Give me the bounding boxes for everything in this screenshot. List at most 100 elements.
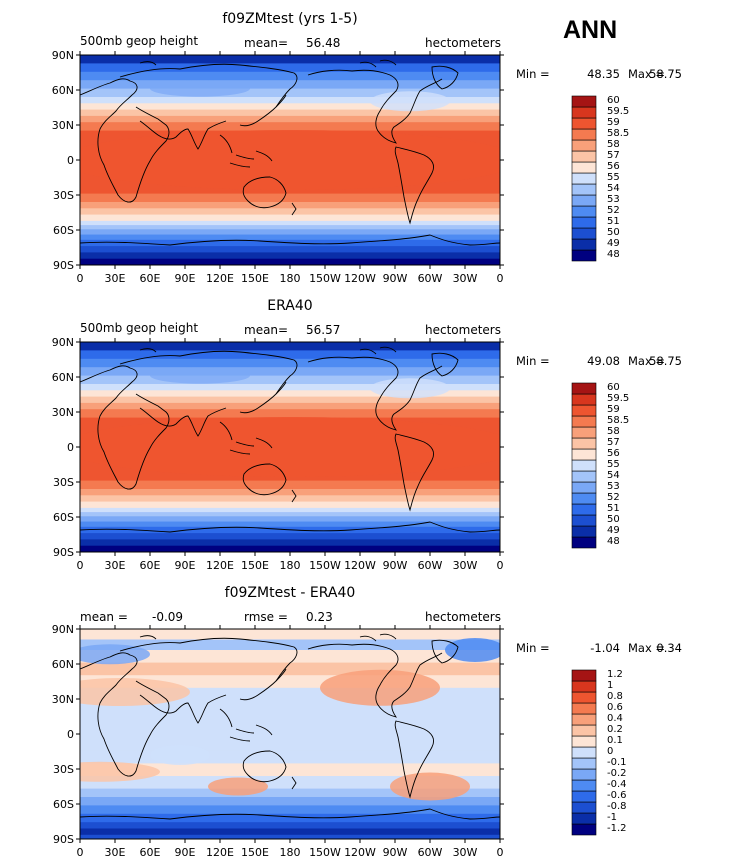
contour-band: [80, 71, 500, 81]
max-label: Max =: [628, 354, 665, 368]
colorbar-swatch: [571, 757, 597, 770]
x-tick-label: 120W: [344, 272, 376, 285]
contour-band: [80, 103, 500, 111]
colorbar-swatch: [571, 393, 597, 406]
colorbar-label: 54: [607, 183, 620, 194]
x-tick-label: 90E: [175, 272, 196, 285]
colorbar-label: 59: [607, 404, 620, 415]
colorbar-label: -0.2: [607, 768, 627, 779]
x-tick-label: 90E: [175, 846, 196, 859]
y-tick-label: 30N: [52, 693, 74, 706]
colorbar-swatch: [571, 779, 597, 792]
panel-title: f09ZMtest - ERA40: [225, 585, 356, 601]
x-tick-label: 90W: [383, 559, 408, 572]
x-tick-label: 60E: [140, 559, 161, 572]
colorbar-swatch: [571, 150, 597, 163]
contour-band: [80, 55, 500, 64]
colorbar-label: 49: [607, 238, 620, 249]
contour-band: [80, 402, 500, 410]
contour-band: [80, 396, 500, 404]
colorbar-swatch: [571, 746, 597, 759]
colorbar-swatch: [571, 735, 597, 748]
y-tick-label: 60S: [53, 224, 74, 237]
x-tick-label: 90W: [383, 846, 408, 859]
header-left-value: -0.09: [152, 610, 183, 624]
colorbar-swatch: [571, 724, 597, 737]
y-tick-label: 30S: [53, 476, 74, 489]
y-tick-label: 30N: [52, 406, 74, 419]
contour-band: [80, 375, 500, 385]
y-tick-label: 0: [67, 154, 74, 167]
contour-band: [80, 342, 500, 351]
contour-band: [80, 480, 500, 490]
colorbar-label: 52: [607, 205, 620, 216]
colorbar-label: 0: [607, 746, 613, 757]
max-value: 58.75: [649, 354, 682, 368]
contour-band: [80, 704, 500, 752]
anomaly-blob: [445, 638, 500, 662]
y-tick-label: 90N: [52, 623, 74, 636]
tropical-max: [80, 130, 500, 190]
map-field: [80, 629, 500, 839]
x-tick-label: 0: [497, 559, 504, 572]
y-tick-label: 90N: [52, 336, 74, 349]
colorbar-label: 54: [607, 470, 620, 481]
colorbar-label: 48: [607, 249, 620, 260]
y-tick-label: 90S: [53, 259, 74, 272]
x-tick-label: 30W: [453, 846, 478, 859]
y-tick-label: 0: [67, 728, 74, 741]
x-tick-label: 120E: [206, 846, 234, 859]
contour-band: [80, 834, 500, 839]
contour-band: [80, 234, 500, 241]
colorbar-label: 51: [607, 503, 620, 514]
x-tick-label: 60E: [140, 846, 161, 859]
colorbar-label: 50: [607, 514, 620, 525]
x-tick-label: 120E: [206, 559, 234, 572]
colorbar-label: -0.6: [607, 790, 627, 801]
colorbar-swatch: [571, 106, 597, 119]
contour-band: [80, 763, 500, 777]
y-tick-label: 60S: [53, 798, 74, 811]
x-tick-label: 150W: [309, 559, 341, 572]
max-label: Max =: [628, 67, 665, 81]
x-tick-label: 30W: [453, 272, 478, 285]
min-value: -1.04: [590, 641, 620, 655]
panel-title: f09ZMtest (yrs 1-5): [222, 11, 357, 27]
y-tick-label: 90N: [52, 49, 74, 62]
colorbar-swatch: [571, 448, 597, 461]
y-tick-label: 60N: [52, 371, 74, 384]
contour-band: [80, 214, 500, 222]
contour-band: [80, 507, 500, 513]
x-tick-label: 90W: [383, 272, 408, 285]
colorbar-label: 49: [607, 525, 620, 536]
x-tick-label: 180: [280, 846, 301, 859]
colorbar-label: 48: [607, 536, 620, 547]
min-value: 49.08: [587, 354, 620, 368]
colorbar-swatch: [571, 713, 597, 726]
tropical-max: [80, 417, 500, 477]
x-tick-label: 180: [280, 559, 301, 572]
colorbar-swatch: [571, 216, 597, 229]
colorbar-label: 52: [607, 492, 620, 503]
x-tick-label: 0: [497, 846, 504, 859]
contour-band: [80, 88, 500, 98]
trough: [370, 91, 450, 112]
colorbar-swatch: [571, 801, 597, 814]
x-tick-label: 60W: [418, 272, 443, 285]
colorbar-label: 60: [607, 382, 620, 393]
panel-3: f09ZMtest - ERA40 mean = -0.09 rmse = 0.23 he…: [52, 585, 682, 859]
colorbar-swatch: [571, 128, 597, 141]
contour-band: [80, 384, 500, 391]
header-mean-label: mean=: [244, 323, 288, 337]
min-label: Min =: [516, 641, 550, 655]
colorbar-label: 0.6: [607, 702, 623, 713]
x-tick-label: 120E: [206, 272, 234, 285]
colorbar-swatch: [571, 503, 597, 516]
contour-band: [80, 246, 500, 253]
contour-band: [80, 629, 500, 640]
x-tick-label: 0: [77, 559, 84, 572]
header-left-label: 500mb geop height: [80, 34, 198, 48]
y-tick-label: 60N: [52, 84, 74, 97]
colorbar-label: 58.5: [607, 415, 629, 426]
